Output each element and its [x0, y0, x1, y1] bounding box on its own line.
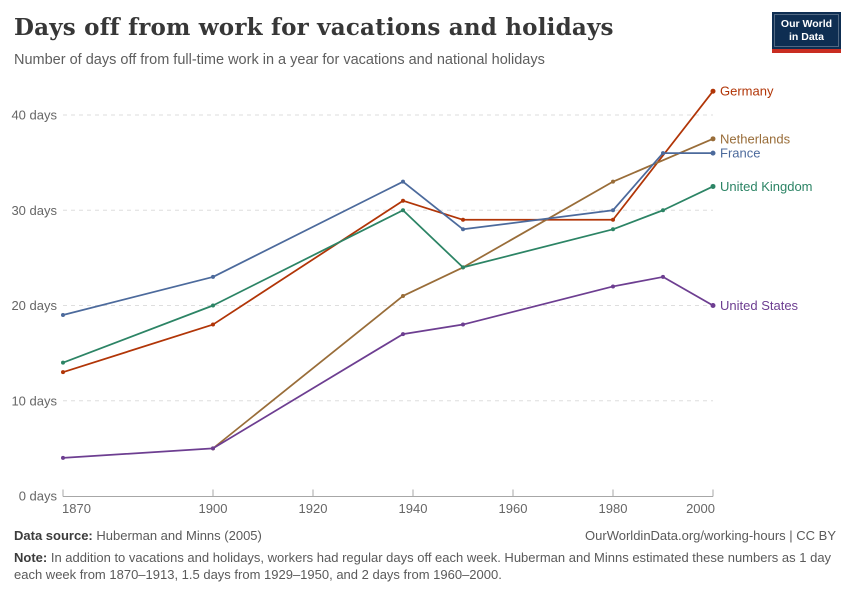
- owid-logo-line1: Our World: [780, 17, 833, 30]
- series-point-france[interactable]: [211, 274, 215, 279]
- chart-footer: Data source: Huberman and Minns (2005) O…: [14, 528, 836, 583]
- series-point-france[interactable]: [461, 227, 465, 232]
- line-chart[interactable]: 0 days 10 days 20 days 30 days 40 days 1870 19…: [0, 0, 850, 525]
- x-tick-label: 1980: [599, 501, 628, 516]
- owid-logo[interactable]: Our World in Data: [772, 12, 841, 53]
- x-tick-label: 1870: [62, 501, 91, 516]
- series-point-united-states[interactable]: [401, 332, 405, 337]
- series-point-france[interactable]: [661, 151, 665, 156]
- series-line-germany[interactable]: [62, 90, 714, 374]
- series-point-united-states[interactable]: [661, 274, 665, 279]
- series-point-united-kingdom[interactable]: [211, 303, 215, 308]
- series-line-netherlands[interactable]: [212, 137, 714, 450]
- owid-logo-text: Our World in Data: [774, 14, 839, 47]
- series-point-netherlands[interactable]: [401, 293, 405, 298]
- data-source: Data source: Huberman and Minns (2005): [14, 528, 262, 543]
- data-source-label: Data source:: [14, 528, 93, 543]
- series-point-netherlands[interactable]: [611, 179, 615, 184]
- series-line-united-states[interactable]: [62, 276, 714, 459]
- series-line-france[interactable]: [62, 152, 714, 316]
- series-point-united-kingdom[interactable]: [661, 208, 665, 213]
- owid-logo-red-bar: [772, 49, 841, 53]
- series-label-france[interactable]: France: [720, 146, 760, 161]
- series-point-netherlands[interactable]: [710, 136, 716, 142]
- series-label-netherlands[interactable]: Netherlands: [720, 131, 791, 146]
- x-tick-label: 1900: [199, 501, 228, 516]
- series-point-united-kingdom[interactable]: [461, 265, 465, 270]
- series-label-united-states[interactable]: United States: [720, 298, 799, 313]
- page-title: Days off from work for vacations and hol…: [14, 14, 614, 41]
- series-point-united-states[interactable]: [61, 455, 65, 460]
- series-point-united-states[interactable]: [211, 446, 215, 451]
- series-point-germany[interactable]: [461, 217, 465, 222]
- y-tick-label: 0 days: [19, 489, 58, 504]
- chart-note: Note: In addition to vacations and holid…: [14, 549, 836, 583]
- series-point-united-kingdom[interactable]: [401, 208, 405, 213]
- series-point-germany[interactable]: [211, 322, 215, 327]
- data-source-text[interactable]: Huberman and Minns (2005): [96, 528, 262, 543]
- y-tick-label: 20 days: [11, 298, 57, 313]
- note-label: Note:: [14, 550, 48, 565]
- series-point-united-states[interactable]: [461, 322, 465, 327]
- owid-logo-line2: in Data: [788, 30, 824, 43]
- series-point-united-states[interactable]: [611, 284, 615, 289]
- x-tick-label: 2000: [686, 501, 715, 516]
- series-point-france[interactable]: [401, 179, 405, 184]
- series-point-united-kingdom[interactable]: [710, 183, 716, 189]
- y-tick-label: 40 days: [11, 108, 57, 123]
- series-point-united-kingdom[interactable]: [611, 227, 615, 232]
- series-point-united-states[interactable]: [710, 303, 716, 308]
- series-point-germany[interactable]: [611, 217, 615, 222]
- x-tick-label: 1940: [399, 501, 428, 516]
- chart-subtitle: Number of days off from full-time work i…: [14, 52, 545, 68]
- series-label-united-kingdom[interactable]: United Kingdom: [720, 179, 813, 194]
- series-point-germany[interactable]: [61, 370, 65, 375]
- x-tick-label: 1960: [499, 501, 528, 516]
- series-point-germany[interactable]: [401, 198, 405, 203]
- y-tick-label: 10 days: [11, 393, 57, 408]
- source-row: Data source: Huberman and Minns (2005) O…: [14, 528, 836, 543]
- series-point-germany[interactable]: [710, 88, 716, 94]
- series-line-united-kingdom[interactable]: [62, 185, 714, 364]
- series-point-france[interactable]: [611, 208, 615, 213]
- series-point-france[interactable]: [710, 150, 716, 156]
- y-tick-label: 30 days: [11, 203, 57, 218]
- note-text: In addition to vacations and holidays, w…: [14, 550, 832, 583]
- series-point-united-kingdom[interactable]: [61, 360, 65, 365]
- license-link[interactable]: OurWorldinData.org/working-hours | CC BY: [585, 528, 836, 543]
- series-point-france[interactable]: [61, 313, 65, 318]
- series-label-germany[interactable]: Germany: [720, 84, 774, 99]
- x-tick-label: 1920: [299, 501, 328, 516]
